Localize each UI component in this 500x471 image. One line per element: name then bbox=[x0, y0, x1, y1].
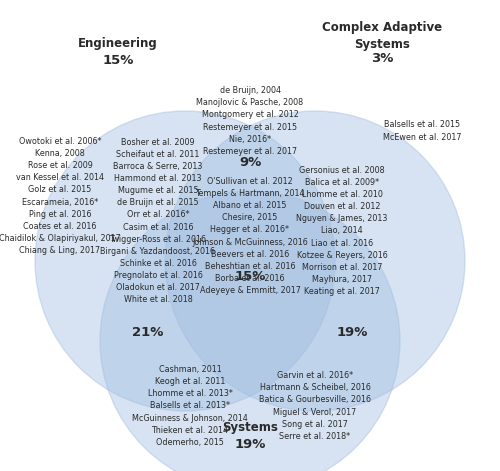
Circle shape bbox=[165, 111, 465, 411]
Text: 19%: 19% bbox=[234, 438, 266, 450]
Text: Bosher et al. 2009
Scheifaut et al. 2011
Barroca & Serre, 2013
Hammond et al. 20: Bosher et al. 2009 Scheifaut et al. 2011… bbox=[100, 138, 216, 304]
Text: 19%: 19% bbox=[336, 326, 368, 340]
Text: 21%: 21% bbox=[132, 326, 164, 340]
Text: 9%: 9% bbox=[239, 156, 261, 170]
Text: Owotoki et al. 2006*
Kenna, 2008
Rose et al. 2009
van Kessel et al. 2014
Golz et: Owotoki et al. 2006* Kenna, 2008 Rose et… bbox=[0, 137, 121, 255]
Text: Balsells et al. 2015
McEwen et al. 2017: Balsells et al. 2015 McEwen et al. 2017 bbox=[383, 121, 461, 142]
Text: Gersonius et al. 2008
Balica et al. 2009*
Lhomme et al. 2010
Douven et al. 2012
: Gersonius et al. 2008 Balica et al. 2009… bbox=[296, 166, 388, 296]
Text: Cashman, 2011
Keogh et al. 2011
Lhomme et al. 2013*
Balsells et al. 2013*
McGuin: Cashman, 2011 Keogh et al. 2011 Lhomme e… bbox=[132, 365, 248, 447]
Text: Engineering: Engineering bbox=[78, 36, 158, 49]
Text: 3%: 3% bbox=[371, 51, 393, 65]
Text: Systems: Systems bbox=[222, 421, 278, 433]
Text: Complex Adaptive
Systems: Complex Adaptive Systems bbox=[322, 21, 442, 51]
Text: 15%: 15% bbox=[102, 55, 134, 67]
Circle shape bbox=[100, 191, 400, 471]
Text: O'Sullivan et al. 2012
Tempels & Hartmann, 2014
Albano et al. 2015
Chesire, 2015: O'Sullivan et al. 2012 Tempels & Hartman… bbox=[192, 177, 308, 295]
Text: 15%: 15% bbox=[234, 269, 266, 283]
Text: Garvin et al. 2016*
Hartmann & Scheibel, 2016
Batica & Gourbesville, 2016
Miguel: Garvin et al. 2016* Hartmann & Scheibel,… bbox=[259, 371, 371, 441]
Circle shape bbox=[35, 111, 335, 411]
Text: de Bruijn, 2004
Manojlovic & Pasche, 2008
Montgomery et al. 2012
Restemeyer et a: de Bruijn, 2004 Manojlovic & Pasche, 200… bbox=[196, 86, 304, 156]
